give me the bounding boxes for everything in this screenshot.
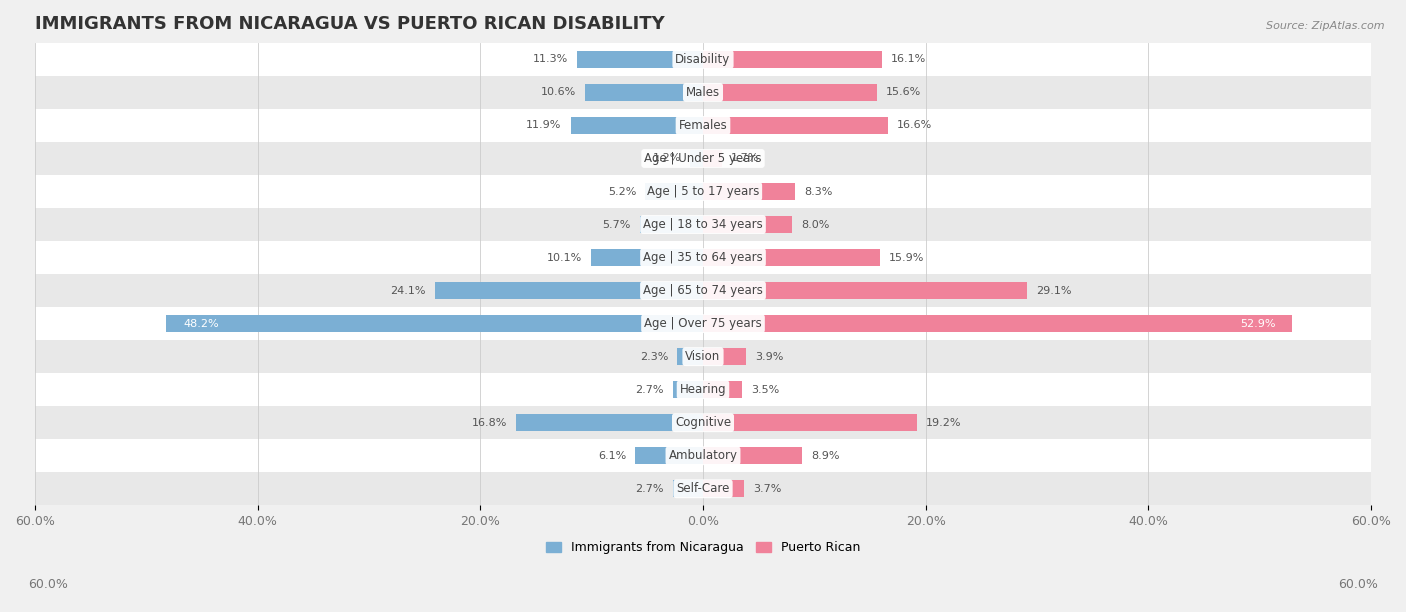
Text: 2.3%: 2.3% — [640, 352, 668, 362]
Bar — [35, 76, 1371, 109]
Bar — [678, 348, 703, 365]
Bar — [703, 51, 882, 68]
Text: Females: Females — [679, 119, 727, 132]
Bar — [703, 249, 880, 266]
Text: 8.9%: 8.9% — [811, 450, 839, 461]
Bar — [673, 381, 703, 398]
Text: 16.6%: 16.6% — [897, 121, 932, 130]
Text: 16.8%: 16.8% — [471, 418, 508, 428]
Text: Hearing: Hearing — [679, 383, 727, 396]
Text: 48.2%: 48.2% — [183, 319, 219, 329]
Text: 29.1%: 29.1% — [1036, 286, 1071, 296]
Text: Age | 18 to 34 years: Age | 18 to 34 years — [643, 218, 763, 231]
Text: 10.1%: 10.1% — [547, 253, 582, 263]
Text: Age | Under 5 years: Age | Under 5 years — [644, 152, 762, 165]
Bar — [585, 84, 703, 101]
Bar — [591, 249, 703, 266]
Bar — [689, 150, 703, 167]
Bar — [35, 472, 1371, 506]
Text: 5.2%: 5.2% — [607, 187, 636, 196]
Text: Age | 35 to 64 years: Age | 35 to 64 years — [643, 251, 763, 264]
Bar — [35, 307, 1371, 340]
Bar — [703, 414, 917, 431]
Text: 15.9%: 15.9% — [889, 253, 924, 263]
Text: IMMIGRANTS FROM NICARAGUA VS PUERTO RICAN DISABILITY: IMMIGRANTS FROM NICARAGUA VS PUERTO RICA… — [35, 15, 665, 33]
Bar — [35, 109, 1371, 142]
Text: 52.9%: 52.9% — [1240, 319, 1275, 329]
Text: 11.3%: 11.3% — [533, 54, 568, 64]
Bar — [703, 480, 744, 498]
Bar — [571, 117, 703, 134]
Text: 60.0%: 60.0% — [28, 578, 67, 591]
Text: 16.1%: 16.1% — [891, 54, 927, 64]
Bar — [703, 150, 721, 167]
Text: 2.7%: 2.7% — [636, 483, 664, 494]
Bar — [434, 282, 703, 299]
Text: Source: ZipAtlas.com: Source: ZipAtlas.com — [1267, 21, 1385, 31]
Bar — [703, 447, 801, 465]
Bar — [673, 480, 703, 498]
Text: Age | 5 to 17 years: Age | 5 to 17 years — [647, 185, 759, 198]
Text: Disability: Disability — [675, 53, 731, 66]
Bar — [35, 241, 1371, 274]
Bar — [703, 348, 747, 365]
Bar — [578, 51, 703, 68]
Text: 15.6%: 15.6% — [886, 88, 921, 97]
Bar — [640, 216, 703, 233]
Bar — [703, 315, 1292, 332]
Text: 24.1%: 24.1% — [391, 286, 426, 296]
Text: 3.5%: 3.5% — [751, 385, 779, 395]
Bar — [703, 282, 1026, 299]
Text: 10.6%: 10.6% — [541, 88, 576, 97]
Bar — [703, 117, 887, 134]
Text: 2.7%: 2.7% — [636, 385, 664, 395]
Text: Cognitive: Cognitive — [675, 416, 731, 429]
Text: 8.3%: 8.3% — [804, 187, 832, 196]
Text: 6.1%: 6.1% — [598, 450, 626, 461]
Bar — [35, 43, 1371, 76]
Text: 8.0%: 8.0% — [801, 220, 830, 230]
Text: Age | Over 75 years: Age | Over 75 years — [644, 317, 762, 330]
Text: 1.2%: 1.2% — [652, 154, 681, 163]
Text: 3.7%: 3.7% — [754, 483, 782, 494]
Text: Self-Care: Self-Care — [676, 482, 730, 495]
Bar — [35, 142, 1371, 175]
Text: 1.7%: 1.7% — [731, 154, 759, 163]
Bar — [645, 183, 703, 200]
Bar — [35, 175, 1371, 208]
Bar — [35, 406, 1371, 439]
Bar — [35, 208, 1371, 241]
Text: Males: Males — [686, 86, 720, 99]
Text: Ambulatory: Ambulatory — [668, 449, 738, 462]
Bar — [703, 381, 742, 398]
Text: 5.7%: 5.7% — [602, 220, 631, 230]
Bar — [35, 340, 1371, 373]
Text: Vision: Vision — [685, 350, 721, 363]
Bar — [35, 439, 1371, 472]
Legend: Immigrants from Nicaragua, Puerto Rican: Immigrants from Nicaragua, Puerto Rican — [541, 536, 865, 559]
Bar — [703, 216, 792, 233]
Text: Age | 65 to 74 years: Age | 65 to 74 years — [643, 284, 763, 297]
Text: 19.2%: 19.2% — [925, 418, 962, 428]
Text: 11.9%: 11.9% — [526, 121, 561, 130]
Text: 60.0%: 60.0% — [1339, 578, 1378, 591]
Bar — [35, 373, 1371, 406]
Bar — [35, 274, 1371, 307]
Bar — [166, 315, 703, 332]
Bar — [516, 414, 703, 431]
Bar — [636, 447, 703, 465]
Bar — [703, 84, 877, 101]
Text: 3.9%: 3.9% — [755, 352, 783, 362]
Bar — [703, 183, 796, 200]
